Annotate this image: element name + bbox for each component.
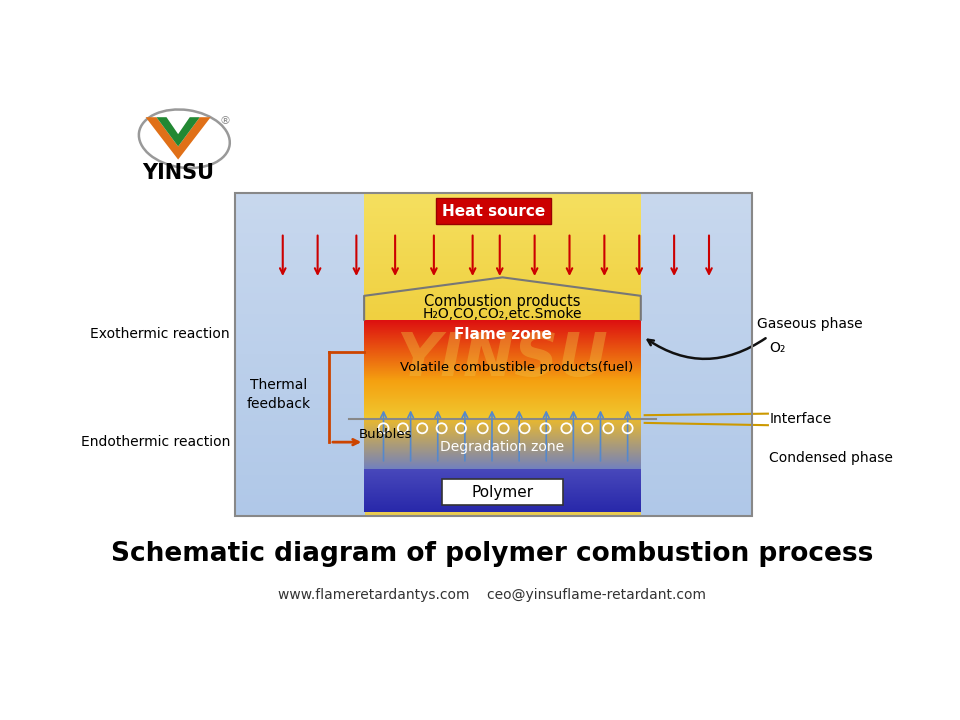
Text: YINSU: YINSU: [142, 163, 214, 183]
Text: Degradation zone: Degradation zone: [441, 440, 564, 454]
Text: Polymer: Polymer: [471, 485, 534, 500]
Text: O₂: O₂: [770, 341, 786, 355]
Text: Interface: Interface: [770, 412, 831, 426]
Text: Condensed phase: Condensed phase: [770, 451, 894, 464]
Text: Bubbles: Bubbles: [359, 428, 413, 441]
Text: Exothermic reaction: Exothermic reaction: [90, 328, 230, 341]
Bar: [436, 198, 550, 224]
Text: Endothermic reaction: Endothermic reaction: [81, 435, 230, 449]
Bar: [234, 193, 752, 516]
Text: Gaseous phase: Gaseous phase: [757, 317, 863, 330]
Text: www.flameretardantys.com    ceo@yinsuflame-retardant.com: www.flameretardantys.com ceo@yinsuflame-…: [278, 588, 706, 602]
Bar: [443, 480, 563, 505]
Text: Heat source: Heat source: [442, 204, 544, 219]
Text: Thermal
feedback: Thermal feedback: [247, 378, 311, 410]
Text: ®: ®: [219, 116, 230, 126]
Polygon shape: [156, 117, 200, 146]
Text: Volatile combustible products(fuel): Volatile combustible products(fuel): [399, 361, 633, 374]
Text: Combustion products: Combustion products: [424, 294, 581, 310]
Polygon shape: [146, 117, 210, 160]
Text: Flame zone: Flame zone: [453, 327, 551, 342]
Text: H₂O,CO,CO₂,etc.Smoke: H₂O,CO,CO₂,etc.Smoke: [422, 307, 582, 320]
Text: Schematic diagram of polymer combustion process: Schematic diagram of polymer combustion …: [110, 541, 874, 567]
Text: YINSU: YINSU: [396, 330, 609, 390]
